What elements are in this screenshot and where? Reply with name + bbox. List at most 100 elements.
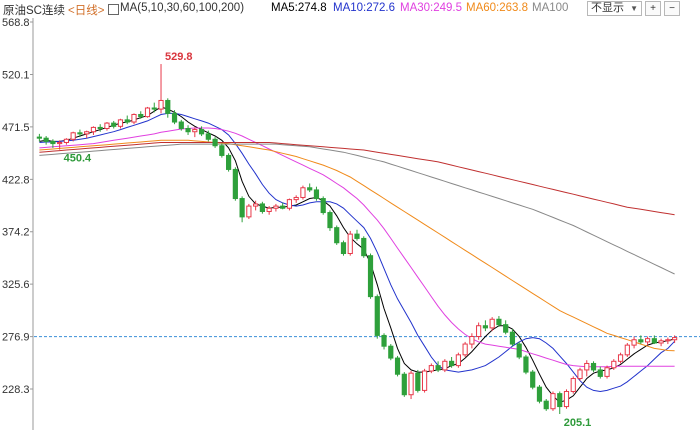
candle-body-up <box>84 131 90 135</box>
candle-body-down <box>138 113 144 118</box>
candle <box>489 317 495 332</box>
candle-body-up <box>550 393 556 410</box>
candle <box>577 367 583 381</box>
candle-body-up <box>455 354 461 367</box>
candle <box>455 352 461 368</box>
candle-body-up <box>293 196 299 201</box>
ma-toggle-icon[interactable] <box>108 4 119 15</box>
candle <box>435 361 441 373</box>
candle-body-up <box>665 339 671 342</box>
candle-body-down <box>435 365 441 371</box>
candle <box>117 118 124 129</box>
candle <box>138 111 144 119</box>
candle <box>111 120 117 129</box>
candle-body-down <box>232 168 238 200</box>
candle <box>340 240 347 256</box>
candle <box>597 366 603 379</box>
zoom-out-button[interactable]: − <box>664 1 680 16</box>
candle <box>509 328 516 347</box>
candle-body-down <box>415 372 421 391</box>
candle-body-down <box>185 127 191 133</box>
candle <box>36 133 42 142</box>
candle-body-up <box>469 336 475 345</box>
candle <box>70 131 76 142</box>
candle-body-up <box>476 325 482 338</box>
candle <box>374 294 380 339</box>
candle <box>638 335 644 345</box>
instrument-title: 原油SC连续 <box>3 5 65 17</box>
candle <box>131 113 137 125</box>
candle-body-down <box>151 107 157 110</box>
candle <box>401 372 407 397</box>
candle <box>293 195 299 203</box>
candle-body-down <box>280 205 286 209</box>
candle <box>672 335 678 343</box>
candle-body-up <box>70 132 76 140</box>
candle-body-up <box>347 233 353 255</box>
candle <box>449 356 455 368</box>
period-label[interactable]: <日线> <box>68 5 105 17</box>
candle-body-down <box>496 318 502 326</box>
candle-body-down <box>516 343 522 358</box>
candle <box>530 369 536 390</box>
candle <box>144 106 151 118</box>
candle-body-up <box>266 207 272 212</box>
candle <box>658 338 664 347</box>
candle <box>388 344 394 361</box>
candles <box>36 64 678 415</box>
candle <box>84 130 90 139</box>
chevron-down-icon: ▼ <box>630 4 638 13</box>
candle-body-up <box>428 365 434 372</box>
candle <box>266 206 272 215</box>
candle <box>273 203 279 212</box>
candle-body-down <box>226 154 232 170</box>
candle-body-down <box>97 126 103 129</box>
ma30-line <box>39 127 675 368</box>
ma60-value: MA60:263.8 <box>466 2 529 14</box>
candle-body-down <box>651 338 657 344</box>
candle-body-down <box>340 242 347 255</box>
candle-body-up <box>658 340 664 344</box>
candle <box>77 129 83 138</box>
candle <box>205 130 211 142</box>
candle <box>185 125 191 135</box>
chart-header: 原油SC连续 <日线> MA(5,10,30,60,100,200) MA5:2… <box>0 0 700 17</box>
candle <box>476 322 482 340</box>
candle-body-up <box>563 390 570 408</box>
candle <box>611 359 617 370</box>
candle <box>178 119 184 131</box>
candle <box>158 64 164 114</box>
candle <box>590 361 597 373</box>
candle-body-down <box>361 237 367 257</box>
candle-body-up <box>253 203 259 207</box>
candle-body-up <box>631 339 637 346</box>
zoom-in-button[interactable]: + <box>645 1 661 16</box>
y-tick-label: 325.6 <box>2 279 30 291</box>
candle <box>550 391 556 411</box>
y-tick-label: 471.5 <box>2 122 30 134</box>
candle-body-up <box>117 119 124 127</box>
candle-body-down <box>171 112 178 123</box>
y-tick-label: 276.9 <box>2 332 30 344</box>
candle <box>408 371 414 400</box>
candle-body-down <box>509 331 516 345</box>
annotations: 529.8 450.4 205.1 <box>64 51 592 429</box>
candle <box>543 399 549 411</box>
ma200-line <box>39 142 675 216</box>
candle <box>334 225 340 245</box>
candle <box>286 198 293 211</box>
candle-body-up <box>462 343 468 356</box>
candle-body-down <box>205 133 211 140</box>
candle <box>63 138 70 145</box>
candle <box>171 110 178 125</box>
display-dropdown[interactable]: 不显示 ▼ <box>587 1 642 16</box>
y-tick-label: 568.8 <box>2 17 30 29</box>
candle-body-down <box>239 198 245 218</box>
candle-body-down <box>327 212 333 229</box>
ma-params-label[interactable]: MA(5,10,30,60,100,200) <box>120 2 245 14</box>
candle-body-down <box>50 140 56 145</box>
low-annotation: 450.4 <box>64 153 92 165</box>
candle-body-up <box>104 122 110 129</box>
candle-body-up <box>611 360 617 369</box>
candle <box>516 341 522 360</box>
